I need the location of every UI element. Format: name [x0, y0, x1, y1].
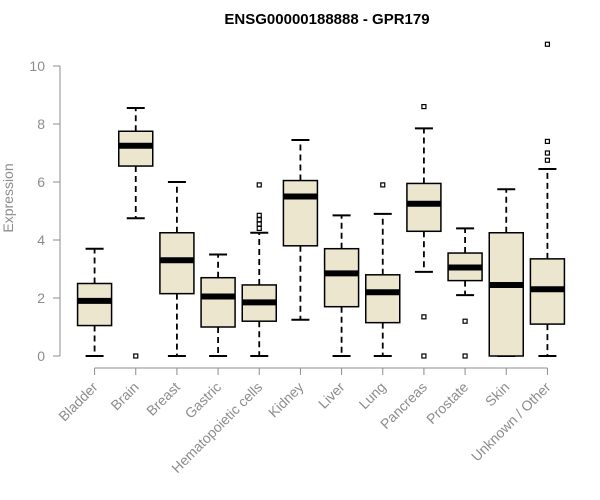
iqr-box — [406, 182, 442, 233]
outlier-point — [544, 157, 551, 163]
box-bladder — [76, 247, 113, 357]
x-tick-label: Kidney — [265, 379, 307, 421]
y-tick-label: 0 — [37, 348, 45, 364]
outlier-point — [421, 353, 427, 359]
outlier-point — [421, 314, 427, 320]
iqr-box — [76, 282, 113, 327]
box-skin — [488, 188, 524, 357]
y-axis: 0 2 4 6 8 10 — [29, 58, 61, 364]
box-hematopoietic-cells — [241, 182, 277, 357]
x-tick-label: Lung — [356, 379, 389, 412]
iqr-box — [488, 232, 524, 357]
iqr-box — [365, 274, 401, 324]
x-tick-label: Liver — [315, 379, 348, 412]
y-tick-label: 8 — [37, 116, 45, 132]
outlier-point — [256, 221, 262, 227]
outlier-point — [133, 353, 139, 359]
y-axis-label: Expression — [0, 163, 16, 232]
iqr-box — [323, 247, 360, 308]
outlier-point — [421, 103, 427, 110]
box-prostate — [447, 227, 483, 359]
box-unknown-other — [529, 41, 566, 357]
x-tick-label: Breast — [143, 379, 183, 419]
outlier-point — [380, 182, 386, 188]
outlier-point — [544, 41, 551, 47]
box-kidney — [282, 138, 319, 321]
outlier-point — [256, 182, 262, 188]
y-tick-label: 10 — [29, 58, 45, 74]
outlier-point — [544, 138, 551, 144]
box-breast — [159, 181, 195, 357]
box-liver — [323, 214, 360, 357]
chart-title: ENSG00000188888 - GPR179 — [224, 11, 429, 28]
y-tick-label: 6 — [37, 174, 45, 190]
outlier-point — [544, 150, 551, 156]
outlier-point — [256, 217, 262, 223]
boxes — [76, 41, 566, 359]
outlier-point — [462, 318, 468, 324]
y-tick-label: 4 — [37, 232, 45, 248]
box-brain — [118, 107, 154, 359]
outlier-point — [256, 212, 262, 218]
x-tick-label: Bladder — [55, 379, 101, 425]
iqr-box — [282, 179, 319, 247]
x-tick-label: Skin — [482, 379, 513, 410]
x-tick-label: Prostate — [423, 379, 471, 427]
box-lung — [365, 182, 401, 357]
outlier-point — [256, 225, 262, 231]
y-tick-label: 2 — [37, 290, 45, 306]
iqr-box — [200, 276, 236, 328]
box-gastric — [200, 253, 236, 357]
x-tick-label: Brain — [107, 379, 141, 413]
box-pancreas — [406, 103, 442, 359]
outlier-point — [462, 353, 468, 359]
